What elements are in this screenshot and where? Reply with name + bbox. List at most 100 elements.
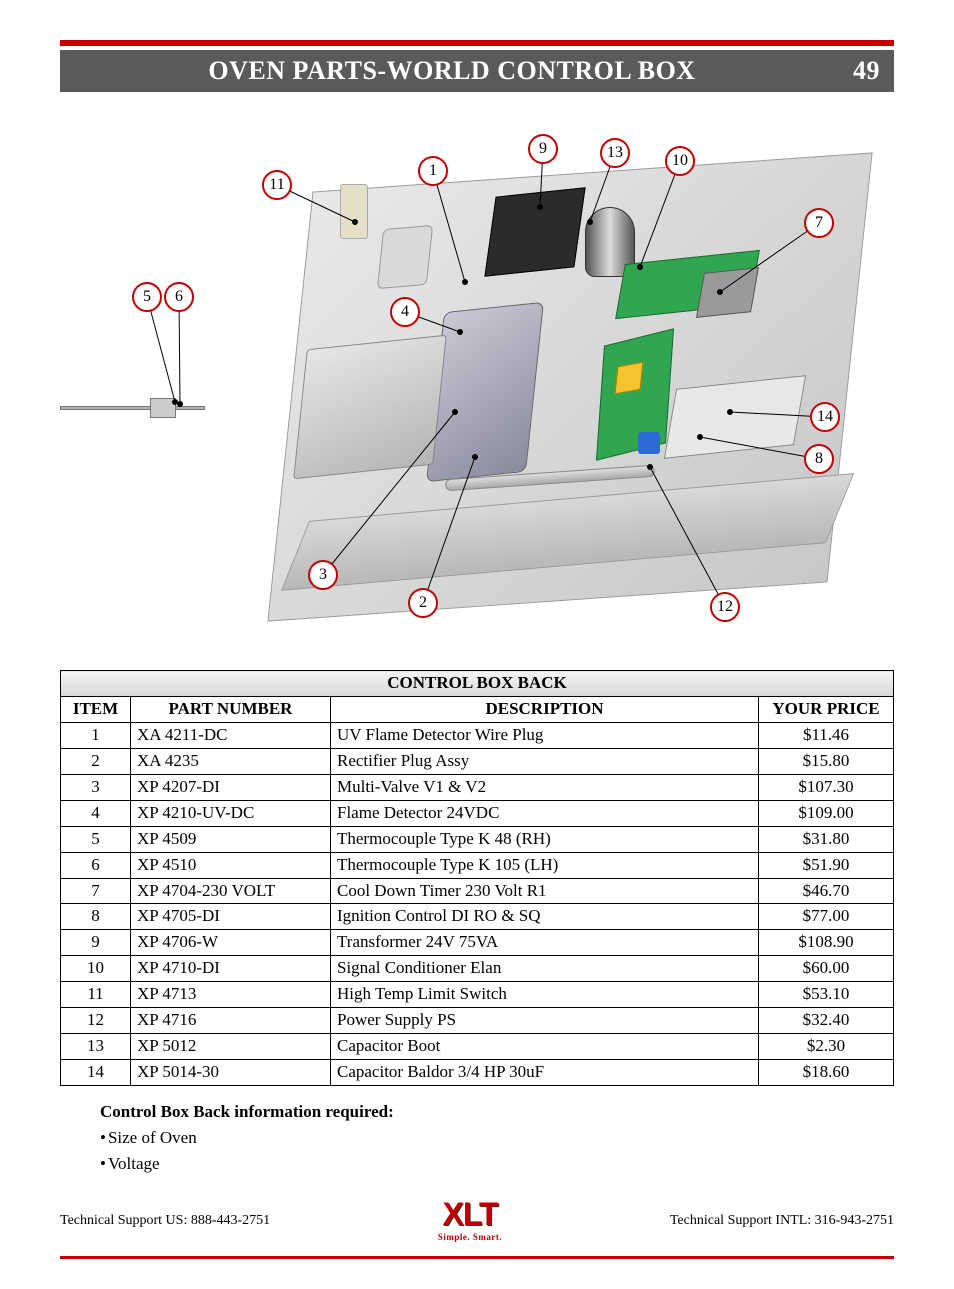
cell: $51.90 — [759, 852, 894, 878]
cell: 11 — [61, 982, 131, 1008]
cell: Flame Detector 24VDC — [331, 800, 759, 826]
cell: 7 — [61, 878, 131, 904]
cell: $31.80 — [759, 826, 894, 852]
cell: Thermocouple Type K 105 (LH) — [331, 852, 759, 878]
table-row: 9XP 4706-WTransformer 24V 75VA$108.90 — [61, 930, 894, 956]
cell: XP 4210-UV-DC — [131, 800, 331, 826]
callout-3: 3 — [308, 560, 338, 590]
cell: XP 4706-W — [131, 930, 331, 956]
col-item: ITEM — [61, 696, 131, 722]
parts-table: CONTROL BOX BACK ITEM PART NUMBER DESCRI… — [60, 670, 894, 1086]
motor-block — [293, 335, 447, 480]
header-title: OVEN PARTS-WORLD CONTROL BOX — [74, 56, 830, 86]
cell: Power Supply PS — [331, 1008, 759, 1034]
table-row: 4XP 4210-UV-DCFlame Detector 24VDC$109.0… — [61, 800, 894, 826]
cell: 1 — [61, 722, 131, 748]
callout-13: 13 — [600, 138, 630, 168]
thermocouple-fitting — [150, 398, 176, 418]
cell: XP 4704-230 VOLT — [131, 878, 331, 904]
cell: $77.00 — [759, 904, 894, 930]
cell: XP 5014-30 — [131, 1060, 331, 1086]
cell: 13 — [61, 1034, 131, 1060]
support-us: Technical Support US: 888-443-2751 — [60, 1213, 270, 1229]
cell: XP 4510 — [131, 852, 331, 878]
cell: $109.00 — [759, 800, 894, 826]
transformer-block — [484, 187, 585, 276]
cell: Rectifier Plug Assy — [331, 748, 759, 774]
cell: $32.40 — [759, 1008, 894, 1034]
top-red-rule — [60, 40, 894, 46]
callout-9: 9 — [528, 134, 558, 164]
cell: High Temp Limit Switch — [331, 982, 759, 1008]
cell: XA 4235 — [131, 748, 331, 774]
cell: 12 — [61, 1008, 131, 1034]
cell: $2.30 — [759, 1034, 894, 1060]
table-row: 3XP 4207-DIMulti-Valve V1 & V2$107.30 — [61, 774, 894, 800]
cell: Multi-Valve V1 & V2 — [331, 774, 759, 800]
limit-switch — [340, 184, 368, 239]
cell: XP 4207-DI — [131, 774, 331, 800]
cell: 3 — [61, 774, 131, 800]
callout-14: 14 — [810, 402, 840, 432]
cell: XP 4710-DI — [131, 956, 331, 982]
cell: $108.90 — [759, 930, 894, 956]
table-row: 13XP 5012Capacitor Boot$2.30 — [61, 1034, 894, 1060]
table-row: 2XA 4235Rectifier Plug Assy$15.80 — [61, 748, 894, 774]
col-price: YOUR PRICE — [759, 696, 894, 722]
cell: XP 4716 — [131, 1008, 331, 1034]
callout-2: 2 — [408, 588, 438, 618]
cell: 6 — [61, 852, 131, 878]
table-title: CONTROL BOX BACK — [61, 671, 894, 697]
cell: 8 — [61, 904, 131, 930]
blue-cap — [638, 432, 660, 454]
cell: Cool Down Timer 230 Volt R1 — [331, 878, 759, 904]
cell: 10 — [61, 956, 131, 982]
logo-tagline: Simple. Smart. — [438, 1232, 502, 1242]
col-part: PART NUMBER — [131, 696, 331, 722]
callout-1: 1 — [418, 156, 448, 186]
logo-text: XLT — [442, 1196, 497, 1232]
cell: $53.10 — [759, 982, 894, 1008]
cell: Ignition Control DI RO & SQ — [331, 904, 759, 930]
cell: XA 4211-DC — [131, 722, 331, 748]
bracket-plate — [377, 225, 433, 289]
callout-10: 10 — [665, 146, 695, 176]
cell: 14 — [61, 1060, 131, 1086]
cell: Capacitor Baldor 3/4 HP 30uF — [331, 1060, 759, 1086]
table-row: 14XP 5014-30Capacitor Baldor 3/4 HP 30uF… — [61, 1060, 894, 1086]
cell: $18.60 — [759, 1060, 894, 1086]
cell: Signal Conditioner Elan — [331, 956, 759, 982]
cell: $60.00 — [759, 956, 894, 982]
cell: $11.46 — [759, 722, 894, 748]
cell: XP 4509 — [131, 826, 331, 852]
exploded-diagram: 1913101175641483212 — [60, 112, 894, 652]
callout-5: 5 — [132, 282, 162, 312]
table-row: 8XP 4705-DIIgnition Control DI RO & SQ$7… — [61, 904, 894, 930]
info-heading: Control Box Back information required: — [100, 1102, 394, 1121]
timer-block — [696, 267, 759, 318]
cell: XP 4713 — [131, 982, 331, 1008]
table-row: 7XP 4704-230 VOLTCool Down Timer 230 Vol… — [61, 878, 894, 904]
table-row: 11XP 4713High Temp Limit Switch$53.10 — [61, 982, 894, 1008]
table-row: 10XP 4710-DISignal Conditioner Elan$60.0… — [61, 956, 894, 982]
cell: Thermocouple Type K 48 (RH) — [331, 826, 759, 852]
col-desc: DESCRIPTION — [331, 696, 759, 722]
cell: $46.70 — [759, 878, 894, 904]
header-bar: OVEN PARTS-WORLD CONTROL BOX 49 — [60, 50, 894, 92]
info-required: Control Box Back information required: S… — [60, 1102, 894, 1174]
cell: $107.30 — [759, 774, 894, 800]
info-item: Voltage — [100, 1154, 894, 1174]
cell: UV Flame Detector Wire Plug — [331, 722, 759, 748]
callout-4: 4 — [390, 297, 420, 327]
callout-7: 7 — [804, 208, 834, 238]
callout-11: 11 — [262, 170, 292, 200]
cell: 5 — [61, 826, 131, 852]
pcb-side — [596, 328, 674, 460]
cell: 4 — [61, 800, 131, 826]
footer: Technical Support US: 888-443-2751 XLT S… — [60, 1198, 894, 1244]
support-intl: Technical Support INTL: 316-943-2751 — [670, 1213, 894, 1229]
cell: Transformer 24V 75VA — [331, 930, 759, 956]
table-row: 1XA 4211-DCUV Flame Detector Wire Plug$1… — [61, 722, 894, 748]
page-number: 49 — [830, 56, 880, 86]
brand-logo: XLT Simple. Smart. — [438, 1198, 502, 1244]
